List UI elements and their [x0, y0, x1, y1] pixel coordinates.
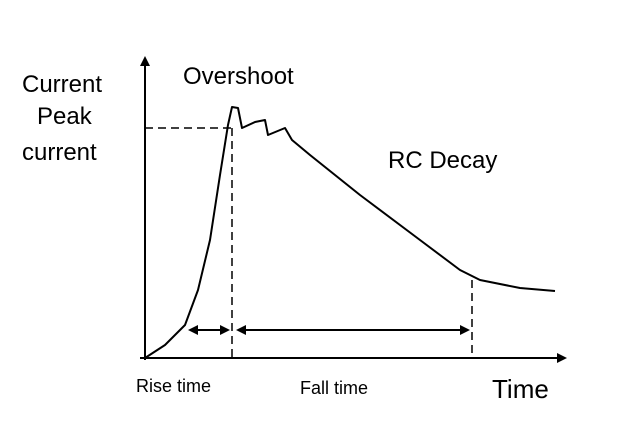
peak-label: Peak — [37, 103, 93, 130]
fall-time-label: Fall time — [300, 378, 368, 398]
x-axis-label: Time — [492, 374, 549, 404]
overshoot-label: Overshoot — [183, 63, 294, 90]
y-axis-label: Current — [22, 71, 102, 98]
decay-label: RC Decay — [388, 147, 497, 174]
current-curve — [144, 106, 556, 359]
rise-time-label: Rise time — [136, 376, 211, 396]
peak-label: current — [22, 139, 97, 166]
